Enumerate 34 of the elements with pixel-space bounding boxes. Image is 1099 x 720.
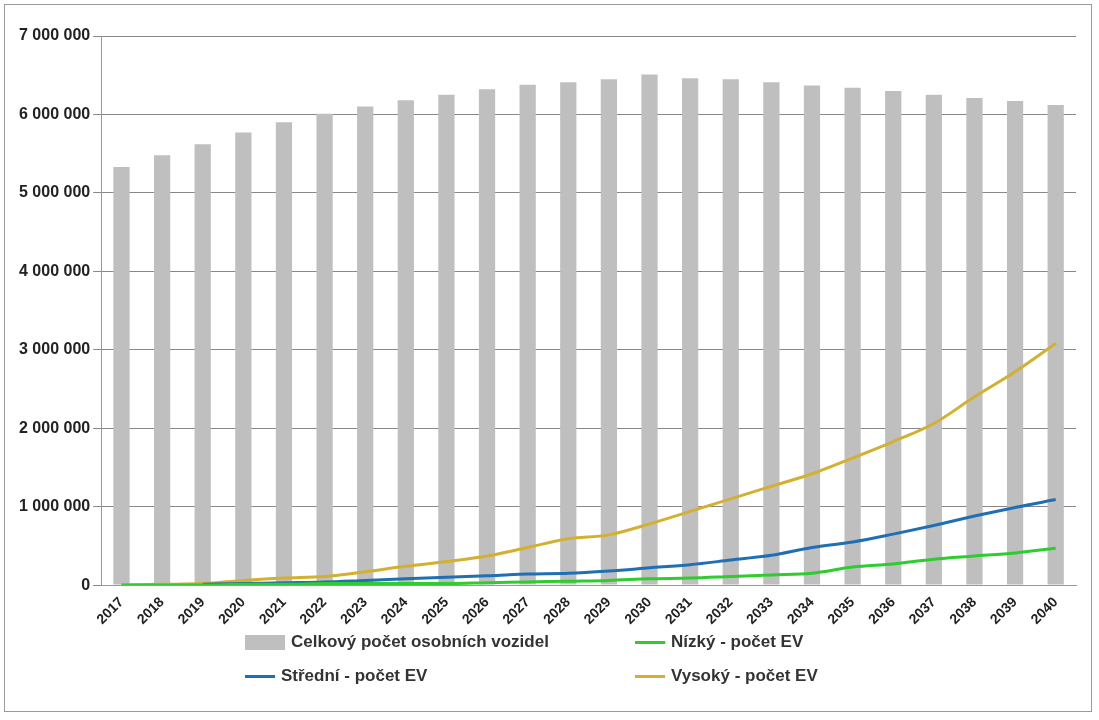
y-tick-label: 3 000 000 [18,340,91,358]
bar [519,84,536,585]
line-series [119,546,1058,586]
bar [844,87,861,585]
bar [966,97,983,585]
y-tick-label: 7 000 000 [18,26,91,44]
bar [397,100,414,585]
y-tick-label: 4 000 000 [18,261,91,279]
legend-label: Střední - počet EV [281,666,428,686]
bar [885,90,902,585]
y-tick-label: 1 000 000 [18,497,91,515]
bar [925,94,942,585]
bar [722,79,739,585]
bar [641,74,658,585]
bar [1047,105,1064,585]
y-tick-label: 5 000 000 [18,183,91,201]
legend-label: Nízký - počet EV [671,632,804,652]
bar [600,79,618,585]
y-tick-label: 0 [81,575,91,593]
legend-label: Celkový počet osobních vozidel [291,632,549,652]
bar [438,94,455,585]
bar [153,155,171,585]
bar [1006,101,1024,585]
bar [682,78,699,585]
bar [113,167,130,585]
bar [235,132,252,585]
legend-label: Vysoký - počet EV [671,666,818,686]
bar [803,85,821,585]
bar [194,144,211,585]
bar [763,82,780,585]
y-tick-label: 6 000 000 [18,104,91,122]
y-tick-label: 2 000 000 [18,418,91,436]
bar [478,89,496,585]
bar [560,82,577,585]
